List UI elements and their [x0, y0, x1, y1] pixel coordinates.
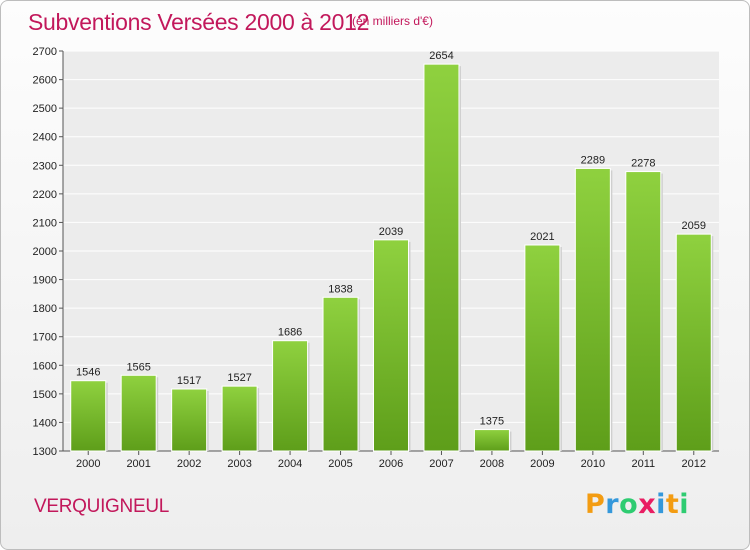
x-tick-label: 2004 — [278, 458, 302, 470]
bar — [574, 167, 611, 452]
y-tick-label: 1700 — [33, 332, 57, 344]
chart-unit: (en milliers d'€) — [352, 14, 433, 28]
value-label: 2654 — [429, 50, 453, 62]
y-tick-label: 1800 — [33, 303, 57, 315]
y-tick-label: 2700 — [33, 46, 57, 58]
x-tick-label: 2002 — [177, 458, 201, 470]
y-tick-label: 2000 — [33, 246, 57, 258]
value-label: 2039 — [379, 226, 403, 238]
value-label: 2059 — [682, 220, 706, 232]
y-tick-label: 1300 — [33, 446, 57, 458]
y-tick-label: 1900 — [33, 275, 57, 287]
logo-letter: t — [665, 489, 680, 520]
proxiti-logo: Proxiti — [585, 489, 689, 520]
x-tick-label: 2000 — [76, 458, 100, 470]
bar — [625, 171, 662, 452]
bar — [120, 374, 157, 452]
bar — [171, 388, 208, 452]
x-tick-label: 2006 — [379, 458, 403, 470]
x-tick-label: 2008 — [480, 458, 504, 470]
bar — [221, 385, 258, 452]
value-label: 1686 — [278, 327, 302, 339]
bar — [272, 340, 309, 452]
logo-letter: x — [638, 489, 657, 520]
bar — [675, 233, 712, 452]
bar — [373, 239, 409, 452]
y-tick-label: 2500 — [33, 103, 57, 115]
value-label: 1546 — [76, 367, 100, 379]
logo-letter: P — [585, 489, 606, 520]
logo-letter: i — [679, 489, 690, 520]
bar — [322, 296, 359, 452]
value-label: 2021 — [530, 231, 554, 243]
bar — [524, 244, 561, 452]
bar — [473, 429, 510, 452]
commune-name: VERQUIGNEUL — [34, 496, 170, 517]
bar — [423, 63, 460, 452]
value-label: 2289 — [581, 154, 605, 166]
y-tick-label: 1600 — [33, 360, 57, 372]
value-label: 1565 — [126, 361, 150, 373]
x-tick-label: 2012 — [682, 458, 706, 470]
bar — [70, 380, 107, 452]
value-label: 1527 — [227, 372, 251, 384]
x-tick-label: 2007 — [429, 458, 453, 470]
x-tick-label: 2011 — [631, 458, 655, 470]
logo-letter: i — [656, 489, 666, 520]
x-tick-label: 2001 — [126, 458, 150, 470]
logo-letter: r — [605, 489, 620, 520]
chart-title: Subventions Versées 2000 à 2012 — [28, 9, 370, 35]
value-label: 2278 — [631, 158, 655, 170]
x-tick-label: 2009 — [530, 458, 554, 470]
y-tick-label: 2400 — [33, 132, 57, 144]
y-tick-label: 2200 — [33, 189, 57, 201]
x-tick-label: 2005 — [328, 458, 352, 470]
y-tick-label: 2100 — [33, 217, 57, 229]
y-tick-label: 1400 — [33, 417, 57, 429]
value-label: 1375 — [480, 416, 504, 428]
logo-letter: o — [619, 489, 639, 520]
value-label: 1838 — [328, 283, 352, 295]
y-tick-label: 1500 — [33, 389, 57, 401]
x-tick-label: 2003 — [227, 458, 251, 470]
y-tick-label: 2600 — [33, 75, 57, 87]
y-tick-label: 2300 — [33, 160, 57, 172]
value-label: 1517 — [177, 375, 201, 387]
x-tick-label: 2010 — [581, 458, 605, 470]
